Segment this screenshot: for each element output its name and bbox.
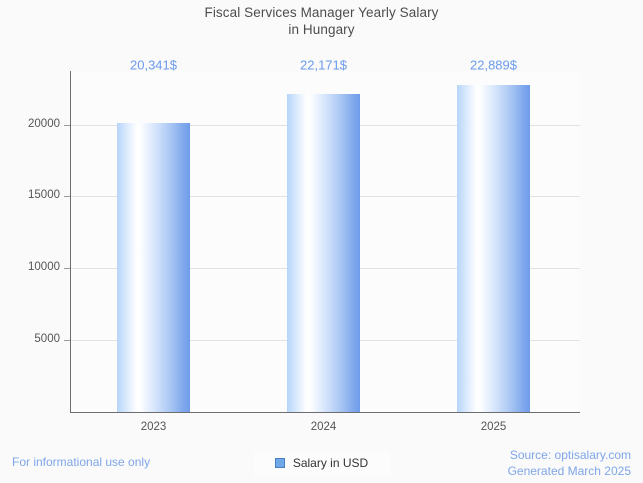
chart-legend[interactable]: Salary in USD — [253, 451, 390, 475]
legend-item-label: Salary in USD — [292, 456, 369, 470]
bar-value-label-2024: 22,171$ — [300, 57, 347, 73]
chart-title-line-1: Fiscal Services Manager Yearly Salary — [204, 5, 439, 20]
x-axis-line — [70, 411, 580, 413]
source-block: Source: optisalary.com Generated March 2… — [508, 447, 631, 479]
tick-mark-15000 — [64, 196, 71, 197]
y-tick-label-5000: 5000 — [34, 333, 60, 345]
bar-value-label-2023: 20,341$ — [130, 57, 177, 73]
y-axis-tick-labels: 20000 15000 10000 5000 — [0, 0, 60, 483]
y-tick-label-15000: 15000 — [28, 189, 60, 201]
bar-2023[interactable] — [117, 123, 190, 412]
y-tick-label-10000: 10000 — [28, 261, 60, 273]
x-tick-label-2023: 2023 — [140, 421, 167, 433]
tick-mark-5000 — [64, 340, 71, 341]
x-tick-label-2025: 2025 — [480, 421, 507, 433]
y-axis-line — [70, 71, 72, 413]
disclaimer-text: For informational use only — [12, 455, 151, 469]
source-text: Source: optisalary.com — [509, 448, 631, 462]
chart-title-line-2: in Hungary — [288, 22, 355, 37]
bar-2025[interactable] — [457, 85, 530, 412]
bar-2024[interactable] — [287, 94, 360, 412]
legend-swatch-icon — [274, 458, 285, 468]
x-tick-label-2024: 2024 — [310, 421, 337, 433]
bar-value-label-2025: 22,889$ — [470, 57, 517, 73]
tick-mark-10000 — [64, 268, 71, 269]
chart-title: Fiscal Services Manager Yearly Salary in… — [0, 4, 643, 38]
y-tick-label-20000: 20000 — [28, 118, 60, 130]
generated-text: Generated March 2025 — [507, 464, 631, 478]
tick-mark-20000 — [64, 125, 71, 126]
